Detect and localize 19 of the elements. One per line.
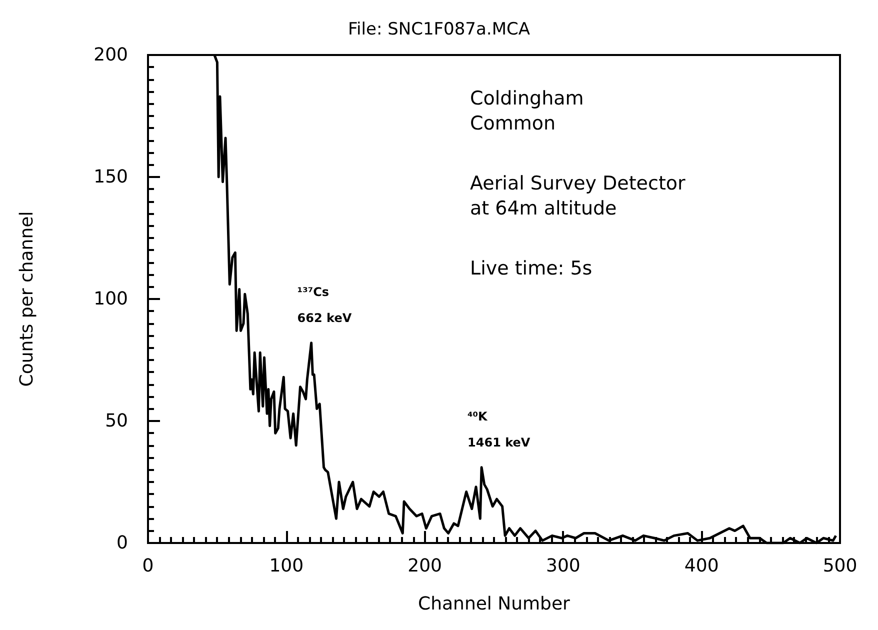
annotation: ⁴⁰K 1461 keV: [468, 409, 531, 450]
x-tick-label: 200: [408, 556, 442, 576]
annotation: Live time: 5s: [470, 258, 592, 280]
annotation: ¹³⁷Cs 662 keV: [297, 284, 352, 325]
y-tick-label: 100: [94, 288, 128, 310]
chart-title: File: SNC1F087a.MCA: [348, 20, 530, 40]
y-axis-title: Counts per channel: [16, 211, 38, 387]
y-tick-label: 0: [116, 532, 128, 554]
x-tick-label: 300: [546, 556, 580, 576]
x-tick-label: 0: [142, 556, 154, 576]
x-tick-label: 400: [684, 556, 719, 576]
x-tick-label: 500: [822, 556, 858, 576]
x-tick-label: 100: [269, 556, 304, 576]
y-tick-label: 150: [94, 166, 128, 188]
annotation: Coldingham Common: [470, 88, 584, 134]
y-tick-label: 50: [105, 410, 128, 432]
annotation: Aerial Survey Detector at 64m altitude: [470, 172, 686, 220]
x-axis-title: Channel Number: [418, 594, 571, 614]
y-tick-label: 200: [94, 44, 128, 66]
